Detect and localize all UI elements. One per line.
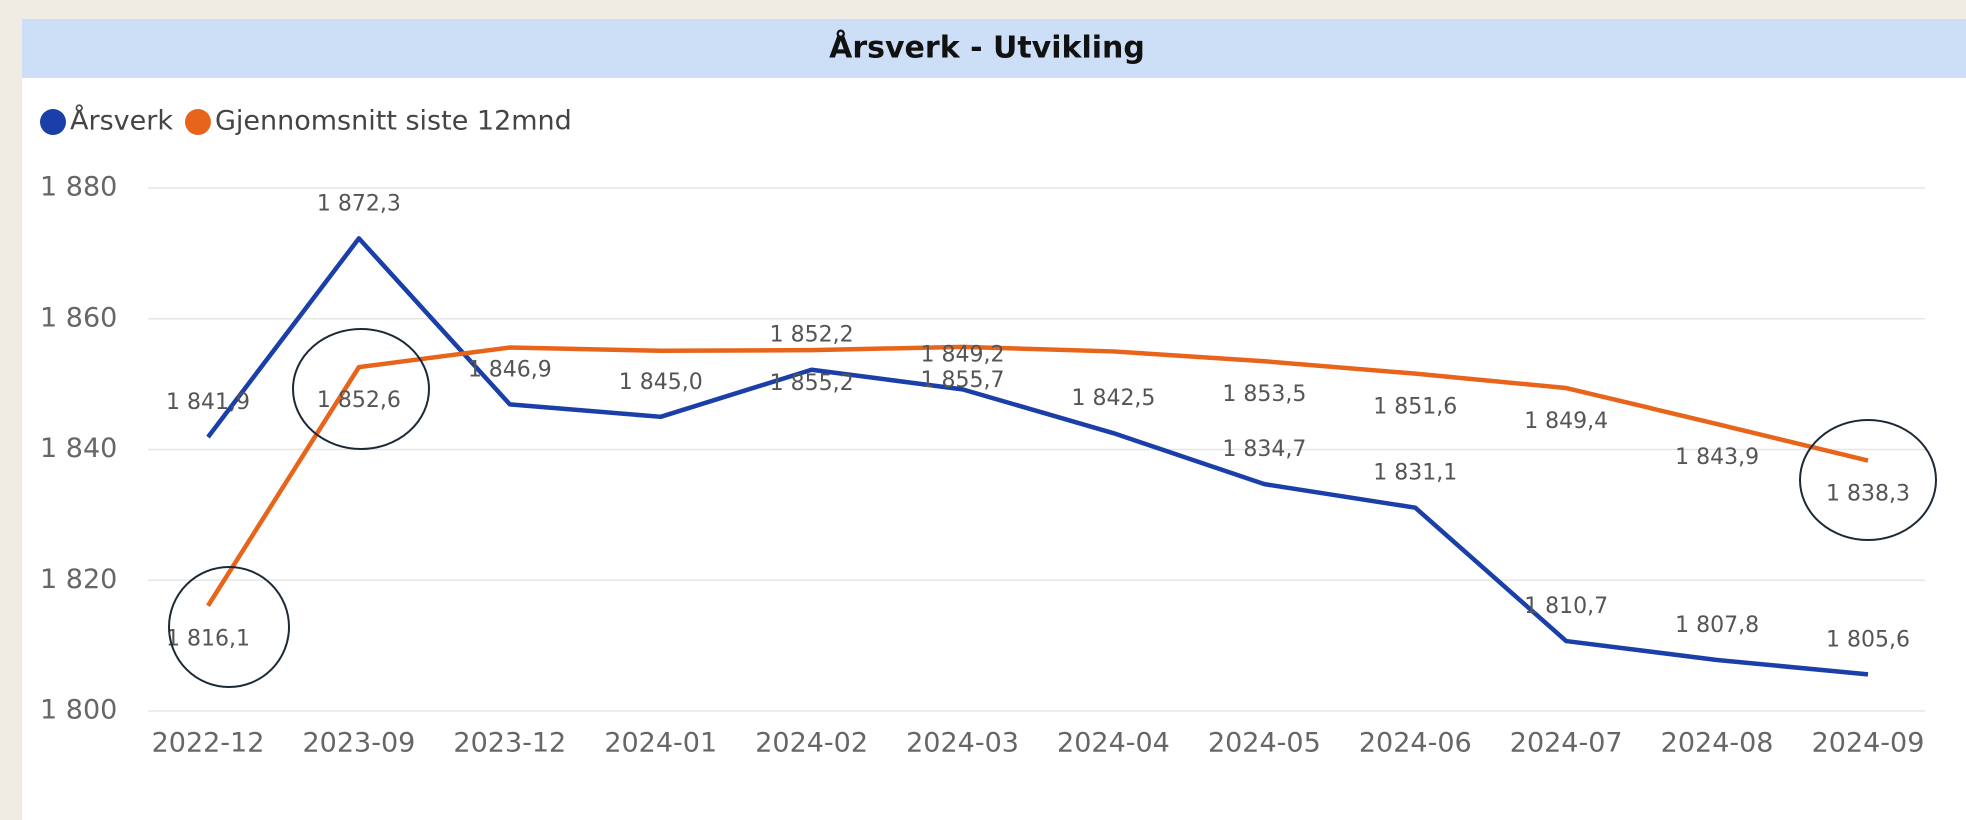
x-tick-label: 2024-04 (1057, 728, 1170, 759)
x-tick-label: 2024-07 (1510, 728, 1623, 759)
y-tick-label: 1 840 (40, 433, 117, 464)
data-label: 1 851,6 (1373, 395, 1457, 420)
data-label: 1 852,6 (317, 388, 401, 413)
data-label: 1 838,3 (1826, 482, 1910, 507)
x-tick-label: 2024-05 (1208, 728, 1321, 759)
data-label: 1 853,5 (1222, 382, 1306, 407)
data-label: 1 807,8 (1675, 613, 1759, 638)
legend-marker (184, 109, 211, 135)
y-tick-label: 1 880 (40, 172, 117, 203)
x-tick-label: 2024-09 (1812, 728, 1925, 759)
data-label: 1 842,5 (1071, 386, 1155, 411)
x-tick-label: 2024-02 (755, 728, 868, 759)
annotation-circle (1799, 419, 1937, 541)
x-tick-label: 2023-09 (303, 728, 416, 759)
plot: 1 800 1 820 1 840 1 860 1 880 2022-12 2023-09 2… (40, 105, 1925, 759)
x-tick-label: 2024-08 (1661, 728, 1774, 759)
y-tick-label: 1 860 (40, 302, 117, 333)
data-label: 1 845,0 (619, 370, 703, 395)
legend-marker (40, 109, 66, 135)
data-label: 1 843,9 (1675, 445, 1759, 470)
data-label: 1 846,9 (468, 357, 552, 382)
data-label: 1 834,7 (1222, 437, 1306, 462)
annotation-circle (292, 328, 430, 450)
data-label: 1 805,6 (1826, 627, 1910, 652)
annotation-circle (168, 566, 290, 688)
data-label: 1 852,2 (770, 323, 854, 348)
data-label: 1 872,3 (317, 191, 401, 216)
panel (22, 19, 1966, 820)
x-tick-label: 2024-03 (906, 728, 1019, 759)
y-tick-label: 1 820 (40, 564, 117, 595)
legend-label: Årsverk (70, 105, 173, 137)
series-line (206, 344, 1869, 607)
data-label: 1 810,7 (1524, 594, 1608, 619)
data-label: 1 841,9 (166, 390, 250, 415)
x-tick-label: 2024-01 (604, 728, 717, 759)
y-tick-label: 1 800 (40, 695, 117, 726)
data-label: 1 855,2 (770, 371, 854, 396)
header-bar (22, 19, 1966, 78)
chart-title: Årsverk - Utvikling (829, 29, 1145, 66)
data-label: 1 849,4 (1524, 409, 1608, 434)
x-tick-label: 2023-12 (453, 728, 566, 759)
x-tick-label: 2022-12 (152, 728, 265, 759)
x-tick-label: 2024-06 (1359, 728, 1472, 759)
data-label: 1 855,7 (921, 368, 1005, 393)
data-label: 1 831,1 (1373, 461, 1457, 486)
legend-label: Gjennomsnitt siste 12mnd (215, 106, 572, 137)
data-label: 1 849,2 (921, 342, 1005, 367)
data-label: 1 816,1 (166, 627, 250, 652)
series-line (206, 236, 1869, 677)
